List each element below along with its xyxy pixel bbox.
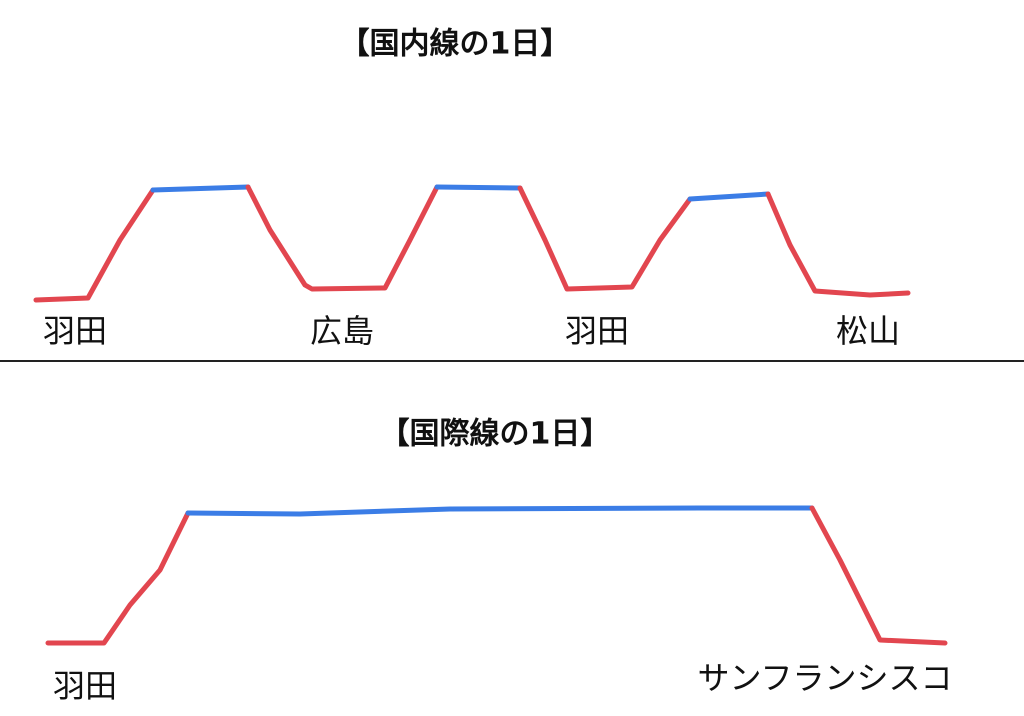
descent [765, 191, 911, 298]
descent [809, 505, 948, 646]
airport-label: 羽田 [43, 312, 107, 350]
climb [45, 510, 191, 646]
airport-label: サンフランシスコ [697, 659, 952, 697]
domestic-title: 【国内線の1日】 [340, 27, 571, 62]
cruise [434, 184, 523, 191]
cruise [687, 191, 771, 202]
descent-climb [245, 184, 440, 292]
descent-climb [517, 185, 693, 292]
climb [33, 187, 156, 303]
airport-label: 羽田 [565, 312, 629, 350]
cruise [150, 184, 251, 193]
airport-label: 広島 [310, 312, 374, 350]
airport-label: 羽田 [53, 667, 117, 705]
airport-label: 松山 [836, 312, 900, 350]
cruise [185, 505, 815, 517]
international-title: 【国際線の1日】 [380, 417, 611, 452]
